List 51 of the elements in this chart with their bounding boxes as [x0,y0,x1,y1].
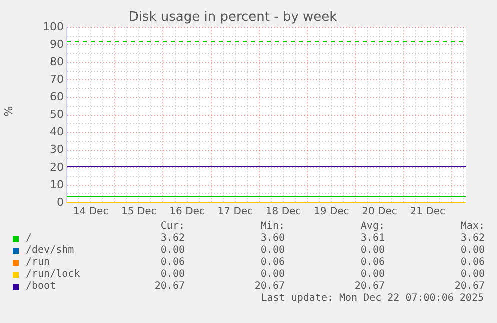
y-axis-title: % [2,106,16,117]
y-tick-label: 30 [50,143,64,156]
text: Last update: Mon Dec 22 07:00:06 2025 [261,293,484,305]
text: 0.06 [360,257,385,269]
x-tick-label: 15 Dec [122,206,157,218]
x-tick-label: 19 Dec [314,206,350,218]
text: 20.67 [354,281,385,293]
x-tick-label: 20 Dec [362,206,398,218]
text: 20.67 [254,281,285,293]
x-tick-label: 21 Dec [410,206,446,218]
text: Min: [260,221,285,233]
y-tick-label: 80 [50,56,64,69]
text: 3.62 [160,233,185,245]
x-tick-label: 17 Dec [218,206,254,218]
text: 0.00 [460,269,485,281]
legend-label: /dev/shm [26,245,74,257]
text: Max: [460,221,485,233]
text: 3.60 [260,233,285,245]
y-tick-label: 60 [50,90,64,104]
legend-label: / [26,233,32,245]
y-tick-label: 90 [50,38,64,51]
x-tick-label: 18 Dec [266,206,302,218]
y-tick-label: 70 [50,73,64,86]
legend-label: /boot [26,281,56,293]
text: 3.61 [360,233,385,245]
legend-label: /run/lock [26,269,80,281]
text: 0.00 [260,245,285,257]
y-tick-label: 40 [50,126,64,139]
text: 20.67 [454,281,485,293]
text: 0.00 [160,269,185,281]
y-tick-label: 0 [57,196,64,209]
text: 3.62 [460,233,485,245]
legend-label: /run [26,257,50,269]
y-tick-label: 50 [50,108,64,122]
text: 0.00 [360,245,385,257]
y-tick-label: 10 [50,178,64,192]
text: 20.67 [154,281,185,293]
y-tick-label: 100 [43,20,64,34]
text: 0.00 [460,245,485,257]
text: 0.00 [360,269,385,281]
y-tick-label: 20 [50,160,64,174]
x-tick-label: 16 Dec [170,206,205,218]
text: 0.06 [160,257,185,269]
text: Avg: [360,221,385,233]
x-tick-label: 14 Dec [73,206,109,218]
text: 0.00 [160,245,185,257]
text: 0.06 [460,257,485,269]
text: 0.00 [260,269,285,281]
text: 0.06 [260,257,285,269]
chart-title: Disk usage in percent - by week [128,10,338,26]
text: Cur: [160,221,185,233]
